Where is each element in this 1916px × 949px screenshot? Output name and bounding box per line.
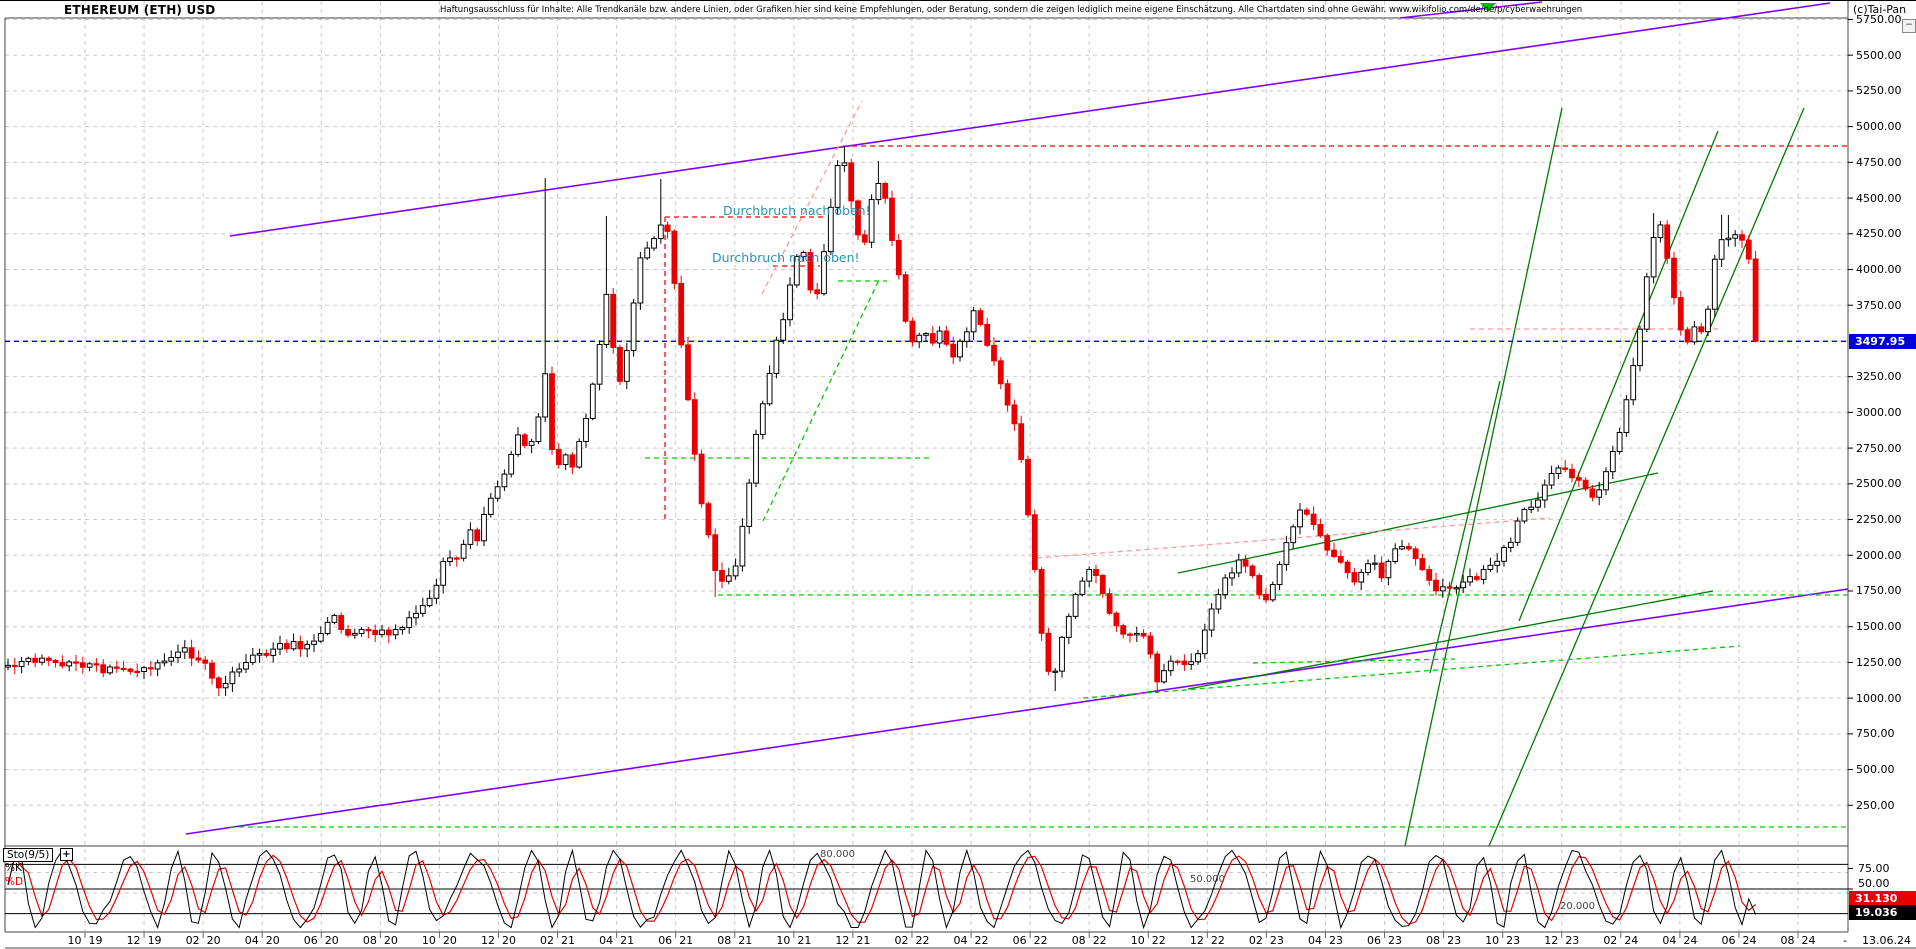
date-axis-label: 10 19 <box>67 934 103 947</box>
sto-k-label: %K <box>5 862 22 874</box>
price-axis-label: 2250.00 <box>1856 513 1902 527</box>
price-axis-label: 1500.00 <box>1856 620 1902 634</box>
panel-borders <box>4 1 1916 949</box>
date-axis-label: 04 24 <box>1662 934 1698 947</box>
price-axis-label: 5250.00 <box>1856 84 1902 98</box>
sto-level-50-label: 50.000 <box>1190 874 1225 885</box>
date-axis-label: 02 23 <box>1248 934 1284 947</box>
sto-d-value-badge: 31.130 <box>1849 891 1916 906</box>
price-axis-label: 4500.00 <box>1856 191 1902 205</box>
breakout-annotation-1: Durchbruch nach oben! <box>723 203 871 218</box>
sto-indicator-label: Sto(9/5) <box>3 848 54 862</box>
date-axis-label: 04 23 <box>1307 934 1343 947</box>
price-axis-label: 3750.00 <box>1856 298 1902 312</box>
price-axis-label: 250.00 <box>1856 798 1895 812</box>
price-axis-label: 4750.00 <box>1856 155 1902 169</box>
green-dash-rising-2 <box>1252 658 1456 664</box>
chart-title: ETHEREUM (ETH) USD <box>64 3 216 17</box>
date-axis-label: 06 23 <box>1367 934 1403 947</box>
green-mid-channel-upper <box>1177 472 1659 574</box>
date-axis-label: 12 21 <box>835 934 871 947</box>
trendlines <box>5 1 1849 847</box>
date-axis-label: 08 24 <box>1780 934 1816 947</box>
copyright-label: (c)Tai-Pan <box>1853 3 1907 16</box>
sto-d-line <box>7 854 1756 925</box>
minimize-button[interactable]: − <box>1902 19 1916 33</box>
price-axis-label: 4250.00 <box>1856 227 1902 241</box>
last-date-label: 13.06.24 <box>1862 934 1911 947</box>
date-axis-label: 12 20 <box>480 934 516 947</box>
green-dash-rising-1 <box>1082 645 1741 699</box>
date-axis-label: 04 20 <box>244 934 280 947</box>
green-steep-4 <box>1429 380 1501 674</box>
date-axis-label: 12 22 <box>1189 934 1225 947</box>
price-axis-label: 3250.00 <box>1856 370 1902 384</box>
top-marker-triangle <box>1480 3 1496 12</box>
date-axis-label: 02 24 <box>1603 934 1639 947</box>
price-axis-label: 3000.00 <box>1856 405 1902 419</box>
date-axis-label: 02 22 <box>894 934 930 947</box>
price-axis-label: 1750.00 <box>1856 584 1902 598</box>
current-price-badge: 3497.95 <box>1849 334 1916 349</box>
gridlines <box>5 1 1848 938</box>
price-axis-label: 750.00 <box>1856 727 1895 741</box>
green-steep-3 <box>1518 130 1719 622</box>
breakout-annotation-2: Durchbruch nach oben! <box>712 250 860 265</box>
green-dash-steep-2021 <box>762 277 881 522</box>
sto-k-line <box>7 848 1757 930</box>
stochastic-indicator <box>7 848 1757 930</box>
date-axis-label: 12 23 <box>1544 934 1580 947</box>
sto-axis-label: 50.00 <box>1858 877 1890 890</box>
candlesticks <box>5 146 1759 697</box>
sto-d-label: %D <box>5 876 24 888</box>
date-axis-label: 08 22 <box>1071 934 1107 947</box>
purple-top-right-segment <box>1399 1 1543 19</box>
date-axis-label: 02 21 <box>540 934 576 947</box>
sto-k-value-badge: 19.036 <box>1849 905 1916 920</box>
date-axis-label: 12 19 <box>126 934 162 947</box>
price-axis-label: 5750.00 <box>1856 12 1902 26</box>
date-axis-label: 02 20 <box>185 934 221 947</box>
date-axis-label: 10 22 <box>1130 934 1166 947</box>
price-axis-label: 2750.00 <box>1856 441 1902 455</box>
date-axis-label: 04 22 <box>953 934 989 947</box>
date-axis-label: 10 23 <box>1485 934 1521 947</box>
disclaimer-text: Haftungsausschluss für Inhalte: Alle Tre… <box>440 5 1583 15</box>
price-axis-label: 5500.00 <box>1856 48 1902 62</box>
date-axis-label: 08 21 <box>717 934 753 947</box>
price-axis-label: 2500.00 <box>1856 477 1902 491</box>
date-axis-label: 06 21 <box>658 934 694 947</box>
date-axis-label: 10 20 <box>421 934 457 947</box>
pink-dash-2022 <box>1036 517 1551 559</box>
green-steep-1 <box>1404 107 1563 847</box>
sto-axis-label: 75.00 <box>1858 862 1890 875</box>
sto-expand-button[interactable]: + <box>60 848 73 861</box>
date-axis-label: 06 24 <box>1721 934 1757 947</box>
date-axis-label: 04 21 <box>599 934 635 947</box>
green-steep-2 <box>1488 107 1805 847</box>
date-axis-label: 08 20 <box>362 934 398 947</box>
sto-level-20-label: 20.000 <box>1560 901 1595 912</box>
date-axis-dash: - <box>1843 934 1847 947</box>
price-axis-label: 500.00 <box>1856 763 1895 777</box>
price-axis-label: 4000.00 <box>1856 263 1902 276</box>
purple-channel-upper <box>229 2 1831 237</box>
sto-level-80-label: 80.000 <box>820 849 855 860</box>
purple-channel-lower <box>185 588 1849 835</box>
price-axis-label: 1250.00 <box>1856 655 1902 669</box>
date-axis-label: 10 21 <box>776 934 812 947</box>
green-mid-channel-lower <box>1187 590 1714 690</box>
price-axis-label: 1000.00 <box>1856 691 1902 705</box>
date-axis-label: 08 23 <box>1426 934 1462 947</box>
price-axis-label: 2000.00 <box>1856 548 1902 562</box>
date-axis-label: 06 22 <box>1012 934 1048 947</box>
date-axis-label: 06 20 <box>303 934 339 947</box>
price-axis-label: 5000.00 <box>1856 120 1902 134</box>
pink-dash-steep-2021 <box>761 100 863 295</box>
